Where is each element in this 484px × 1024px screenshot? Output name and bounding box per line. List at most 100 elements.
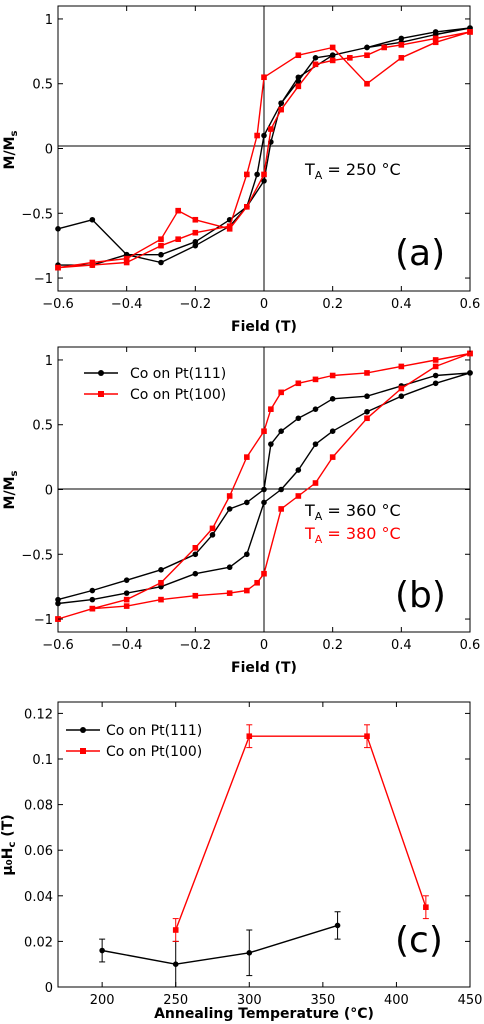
data-point <box>295 493 302 499</box>
series-line <box>101 924 338 965</box>
y-tick-label: 0.1 <box>32 753 53 768</box>
data-point <box>244 587 250 594</box>
y-tick-label: 0.08 <box>24 799 53 814</box>
data-point <box>209 525 216 532</box>
y-tick-label: 0.5 <box>32 78 53 93</box>
data-point <box>244 171 250 178</box>
legend-marker-111 <box>80 727 86 733</box>
data-point <box>99 947 105 954</box>
data-point <box>244 203 250 210</box>
data-point <box>89 262 96 268</box>
panel-a: −0.6 −0.4 −0.2 0 0.2 0.4 0.6 −1 −0.5 0 0.5 1 Field … <box>2 5 480 335</box>
data-point <box>261 428 267 435</box>
series-group <box>99 724 429 988</box>
data-point <box>329 396 336 402</box>
data-point <box>123 590 130 596</box>
data-point <box>278 389 284 396</box>
data-point <box>261 486 267 493</box>
data-point <box>295 83 302 90</box>
y-tick-label: 1 <box>45 13 53 28</box>
data-point <box>158 259 164 266</box>
data-point <box>261 74 267 81</box>
x-axis-label: Annealing Temperature (°C) <box>154 1006 374 1022</box>
data-point <box>364 415 370 422</box>
data-point <box>398 35 405 42</box>
data-point <box>432 35 439 42</box>
y-tick-label: 0.5 <box>32 419 53 434</box>
series-group <box>55 350 473 622</box>
data-point <box>158 579 164 586</box>
y-tick-label: 0.04 <box>24 890 53 905</box>
legend-marker-100 <box>80 748 86 754</box>
data-point <box>312 376 319 383</box>
data-point <box>246 950 253 956</box>
data-point <box>175 236 181 242</box>
data-point <box>432 380 439 387</box>
data-point <box>329 454 336 460</box>
data-point <box>244 551 250 558</box>
x-tick-label: −0.4 <box>111 638 143 653</box>
legend-marker-111 <box>98 370 104 376</box>
data-point <box>55 226 61 232</box>
data-point <box>398 42 405 48</box>
data-point <box>398 385 405 392</box>
series-line <box>175 735 427 931</box>
data-point <box>268 126 274 132</box>
y-tick-label: −1 <box>34 272 53 287</box>
legend: Co on Pt(111) Co on Pt(100) <box>66 723 202 760</box>
x-tick-label: 450 <box>458 993 483 1008</box>
data-point <box>312 55 319 61</box>
data-point <box>278 428 284 435</box>
data-point <box>329 52 336 59</box>
data-point <box>55 596 61 603</box>
data-point <box>172 927 179 933</box>
y-axis-label: M/Ms <box>2 130 20 169</box>
data-point <box>295 78 302 84</box>
y-tick-label: 0.06 <box>24 844 53 859</box>
temperature-annotation-360: TA = 360 °C <box>304 501 401 523</box>
data-point <box>364 80 370 87</box>
data-point <box>398 393 405 400</box>
x-tick-label: 200 <box>90 993 115 1008</box>
data-point <box>398 363 405 370</box>
data-point <box>312 480 319 486</box>
data-point <box>364 408 370 415</box>
data-point <box>55 264 61 271</box>
data-point <box>261 178 267 184</box>
x-tick-label: −0.2 <box>180 297 212 312</box>
data-point <box>261 132 267 139</box>
data-point <box>192 229 199 236</box>
data-point <box>295 380 302 387</box>
x-axis-label: Field (T) <box>231 319 297 335</box>
data-point <box>226 506 233 512</box>
x-tick-label: 0 <box>260 297 268 312</box>
tick-group: −0.6 −0.4 −0.2 0 0.2 0.4 0.6 −1 −0.5 0 0.5 1 <box>21 6 480 312</box>
x-axis-label: Field (T) <box>231 660 297 676</box>
y-tick-label: 0 <box>45 981 53 996</box>
data-point <box>312 441 319 447</box>
data-point <box>261 570 267 577</box>
x-tick-label: 0.6 <box>460 297 481 312</box>
data-point <box>192 216 199 223</box>
data-point <box>123 577 130 583</box>
x-tick-label: −0.4 <box>111 297 143 312</box>
data-point <box>192 238 199 245</box>
data-point <box>329 372 336 379</box>
legend: Co on Pt(111) Co on Pt(100) <box>84 366 226 403</box>
data-point <box>246 733 253 739</box>
tick-group: 200 250 300 350 400 450 0 0.02 0.04 0.06 0.08 0.1 0.… <box>24 702 482 1008</box>
data-point <box>312 61 319 68</box>
x-tick-label: 350 <box>310 993 335 1008</box>
data-point <box>123 255 130 262</box>
data-point <box>261 171 267 178</box>
data-point <box>467 29 473 35</box>
data-point <box>192 551 199 558</box>
data-point <box>432 372 439 379</box>
data-point <box>334 922 341 929</box>
x-tick-label: −0.6 <box>42 297 74 312</box>
data-point <box>89 216 96 223</box>
data-point <box>244 454 250 460</box>
data-point <box>295 415 302 422</box>
data-point <box>347 55 353 61</box>
data-point <box>158 251 164 258</box>
